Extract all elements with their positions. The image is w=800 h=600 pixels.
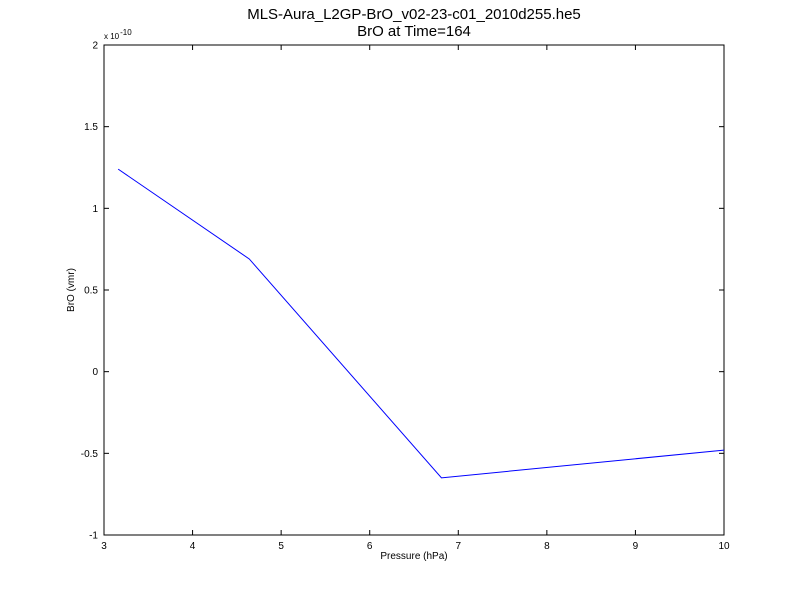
series-line (117, 168, 725, 479)
y-multiplier: x 10-10 (104, 28, 132, 41)
series-layer (117, 168, 725, 479)
x-tick-label: 8 (544, 541, 550, 552)
x-axis: 3 4 5 6 7 8 9 10 (101, 45, 730, 552)
y-tick-label: 1.5 (84, 122, 98, 133)
x-tick-label: 3 (101, 541, 107, 552)
x-tick-label: 5 (278, 541, 284, 552)
y-axis: -1 -0.5 0 0.5 1 1.5 2 (81, 41, 724, 542)
y-tick-label: 0 (92, 367, 98, 378)
y-tick-label: 0.5 (84, 286, 98, 297)
y-tick-label: -0.5 (81, 449, 99, 460)
plot-area (103, 44, 725, 536)
y-tick-label: 2 (92, 41, 98, 52)
x-axis-label: Pressure (hPa) (380, 551, 447, 562)
y-tick-label: -1 (89, 531, 98, 542)
x-tick-label: 6 (367, 541, 373, 552)
chart-title-line1: MLS-Aura_L2GP-BrO_v02-23-c01_2010d255.he… (247, 6, 581, 23)
y-multiplier-base: x 10 (104, 32, 120, 41)
y-axis-label: BrO (vmr) (66, 268, 77, 312)
x-tick-label: 7 (456, 541, 462, 552)
x-tick-label: 9 (633, 541, 639, 552)
chart-title-line2: BrO at Time=164 (357, 23, 471, 40)
y-multiplier-exponent: -10 (120, 28, 132, 37)
y-tick-label: 1 (92, 204, 98, 215)
x-tick-label: 4 (190, 541, 196, 552)
x-tick-label: 10 (718, 541, 730, 552)
